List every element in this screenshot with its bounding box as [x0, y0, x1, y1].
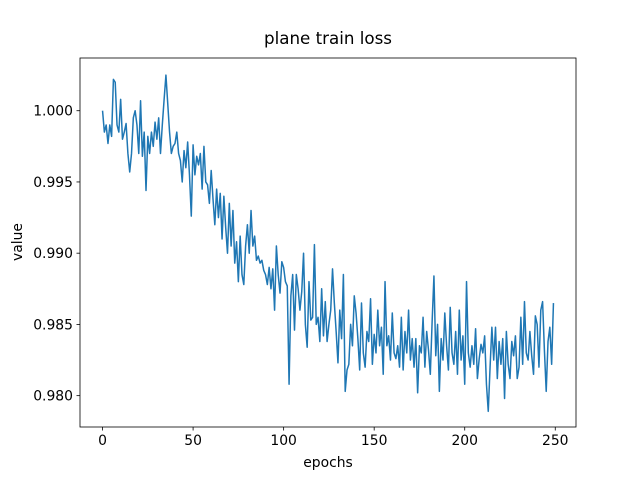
x-tick-label: 100 [270, 433, 297, 449]
x-tick-label: 200 [451, 433, 478, 449]
y-axis-label: value [10, 223, 26, 261]
line-series [101, 74, 555, 413]
chart-title: plane train loss [264, 28, 392, 48]
y-tick-label: 1.000 [33, 104, 73, 120]
x-tick-label: 0 [98, 433, 107, 449]
x-axis-label: epochs [303, 455, 353, 471]
plot-frame [79, 57, 577, 428]
x-tick-label: 50 [184, 433, 202, 449]
y-tick-label: 0.980 [33, 389, 73, 405]
x-tick-label: 150 [361, 433, 388, 449]
y-tick-label: 0.985 [33, 317, 73, 333]
y-tick-label: 0.995 [33, 175, 73, 191]
x-tick-label: 250 [542, 433, 569, 449]
y-tick-label: 0.990 [33, 246, 73, 262]
